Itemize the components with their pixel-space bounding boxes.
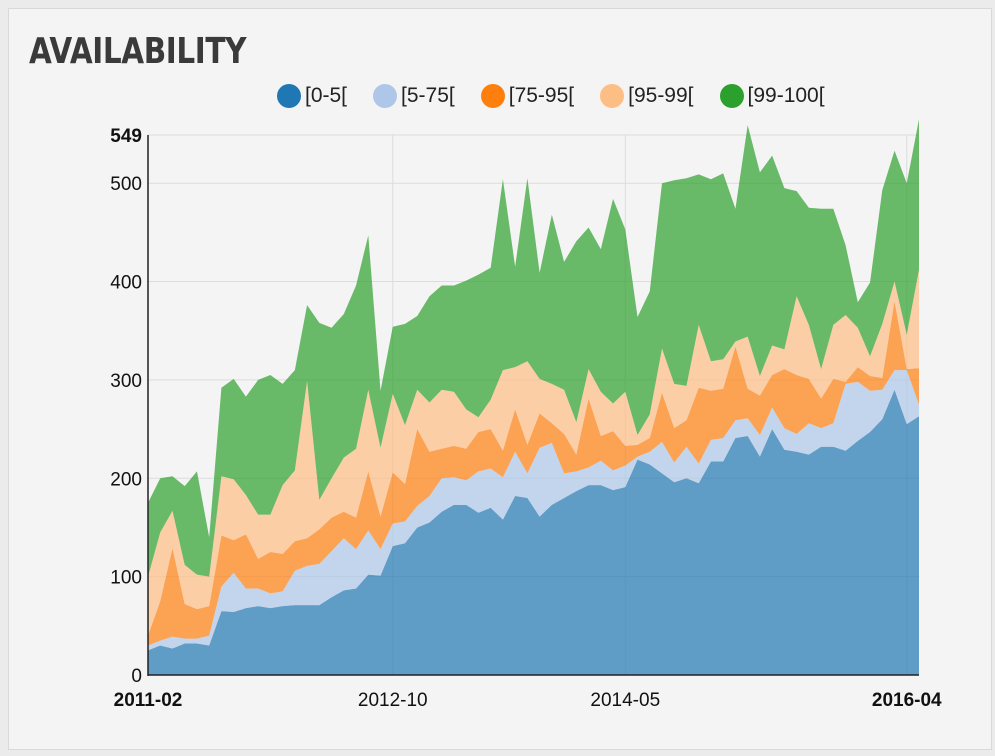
y-tick-label: 549: [110, 126, 142, 147]
legend-swatch: [373, 84, 398, 108]
series-area-3: [148, 269, 919, 636]
legend-item-0[interactable]: [0-5[: [277, 84, 347, 108]
legend-swatch: [277, 84, 301, 108]
legend-swatch: [600, 84, 625, 108]
series-area-4: [148, 119, 919, 577]
legend-item-3[interactable]: [95-99[: [600, 84, 694, 108]
legend-swatch: [719, 84, 744, 108]
legend-label: [99-100[: [747, 84, 825, 107]
x-tick-label: 2011-02: [114, 690, 183, 711]
y-tick-label: 0: [131, 666, 142, 687]
panel-title: AVAILABILITY: [29, 31, 247, 72]
y-tick-label: 300: [110, 371, 142, 392]
legend-label: [75-95[: [508, 84, 575, 107]
legend-item-4[interactable]: [99-100[: [719, 84, 825, 108]
y-tick-label: 200: [110, 469, 142, 490]
legend-swatch: [480, 84, 505, 108]
y-tick-label: 100: [110, 568, 142, 589]
chart-legend: [0-5[ [5-75[ [75-95[ [95-99[ [99-100[: [277, 84, 825, 108]
x-tick-label: 2014-05: [590, 690, 660, 711]
legend-item-1[interactable]: [5-75[: [373, 84, 455, 108]
series-area-2: [148, 301, 919, 646]
x-tick-label: 2016-04: [872, 690, 942, 711]
x-tick-label: 2012-10: [358, 690, 428, 711]
series-area-1: [148, 370, 919, 651]
y-tick-label: 400: [110, 273, 142, 294]
y-tick-label: 500: [110, 174, 142, 195]
legend-label: [5-75[: [401, 84, 455, 107]
legend-label: [0-5[: [305, 84, 348, 107]
legend-item-2[interactable]: [75-95[: [480, 84, 575, 108]
legend-label: [95-99[: [628, 84, 694, 107]
series-area-0: [148, 389, 919, 675]
